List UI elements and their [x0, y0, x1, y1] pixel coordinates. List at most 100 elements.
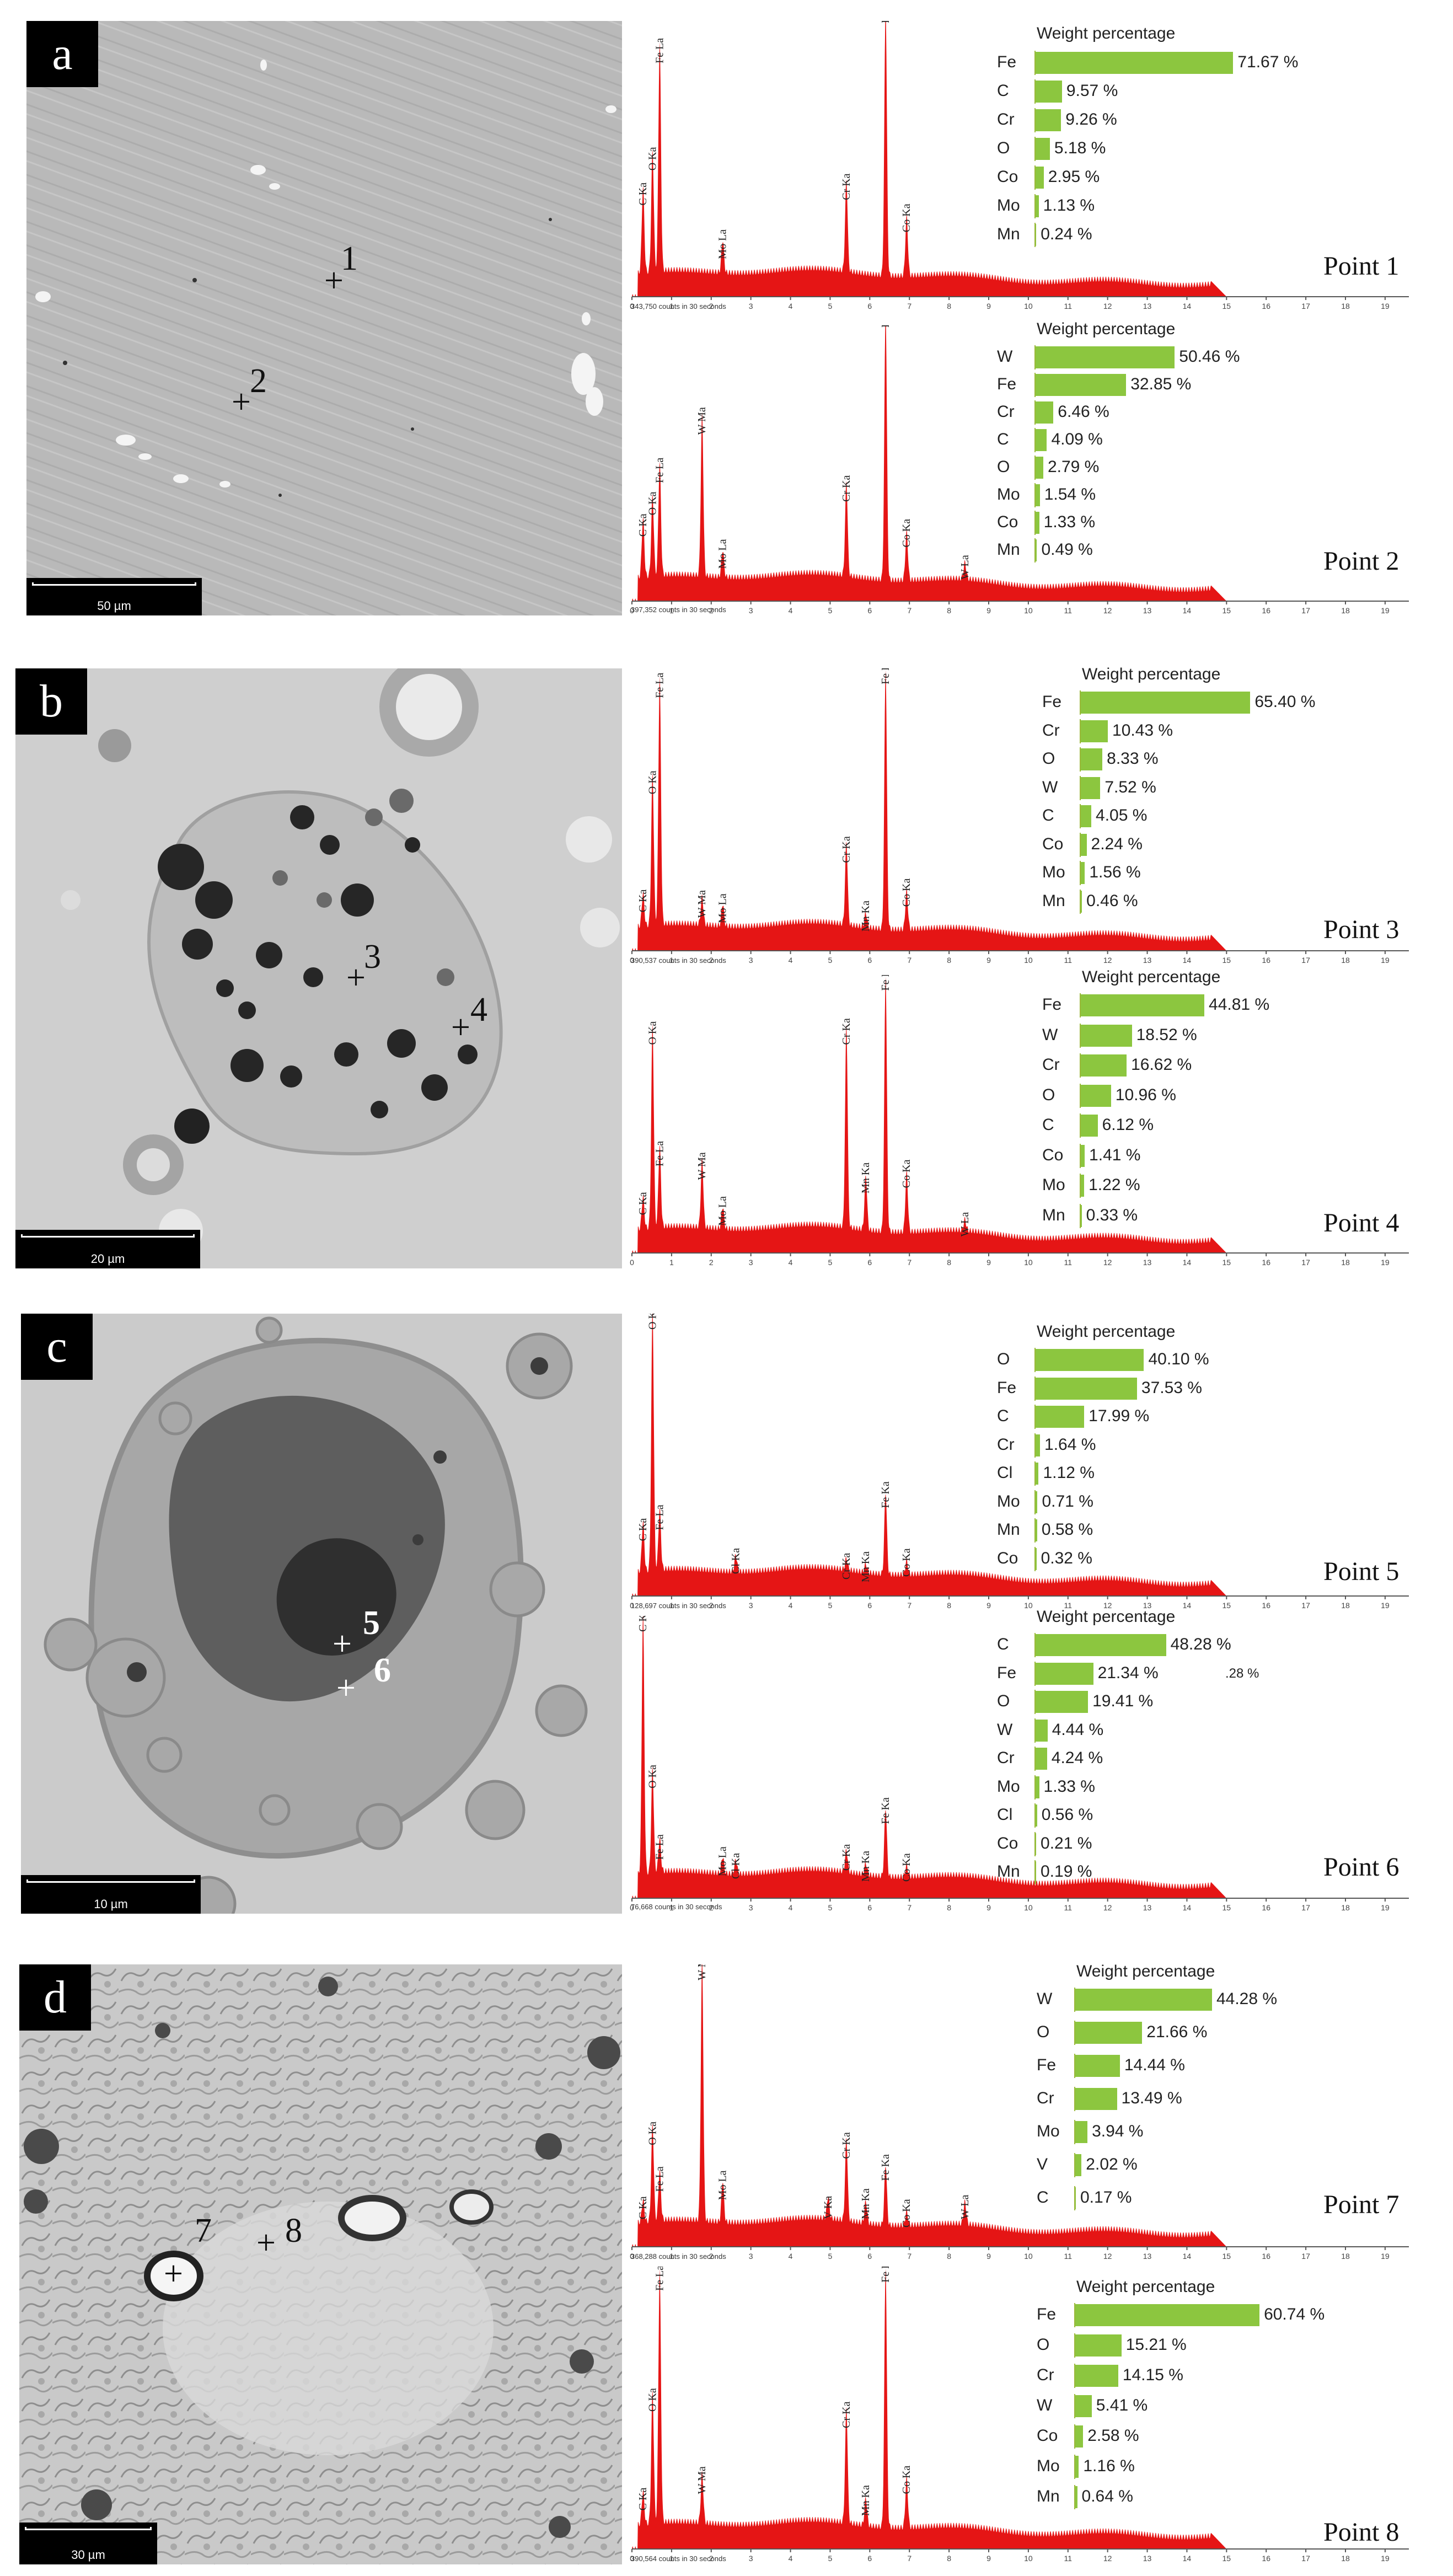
element-symbol: Mn: [997, 1862, 1020, 1881]
spectrum-point-5: 0 1 2 3 4 5 6 7 8 9 10 11 12 13 14 15 16 17 18 19 C Ka O Ka Fe…: [629, 1314, 1439, 1611]
weight-bar: [1036, 1804, 1037, 1827]
spectrum-tick-label: 19: [1381, 1903, 1390, 1912]
stray-value-label: .28 %: [1225, 1666, 1259, 1681]
spectrum-tick-label: 19: [1381, 2252, 1390, 2261]
peak-label: W Ma: [696, 1964, 708, 1980]
spectrum-tick-label: 11: [1064, 1258, 1072, 1267]
scale-bar-c-label: 10 µm: [94, 1897, 128, 1911]
marker-3-label: 3: [364, 938, 381, 976]
spectrum-tick-label: 6: [867, 606, 872, 615]
bar-axis: [1034, 51, 1036, 75]
spectrum-tick-label: 14: [1183, 2252, 1192, 2261]
weight-bar: [1081, 1054, 1127, 1077]
peak-label: Co Ka: [900, 1548, 913, 1577]
spectrum-tick-label: 5: [828, 606, 833, 615]
peak-label: V Ka: [822, 2196, 834, 2220]
weight-value: 8.33 %: [1107, 749, 1159, 768]
weight-bar: [1081, 692, 1251, 714]
weight-value: 0.46 %: [1086, 891, 1138, 910]
element-symbol: C: [997, 82, 1009, 100]
spectrum-tick-label: 15: [1223, 1258, 1231, 1267]
weight-value: 18.52 %: [1136, 1025, 1197, 1044]
point-8-label: Point 8: [1323, 2518, 1400, 2547]
peak-label: C Ka: [637, 889, 649, 912]
sem-texture-a: [26, 21, 622, 615]
spectrum-tick-label: 0: [630, 1903, 634, 1912]
weight-value: 37.53 %: [1141, 1378, 1202, 1397]
weight-value: 4.24 %: [1051, 1749, 1103, 1767]
point-6-label: Point 6: [1323, 1852, 1400, 1882]
bar-axis: [1034, 137, 1036, 161]
counts-point-2: 397,352 counts in 30 seconds: [631, 606, 726, 614]
weight-value: 2.02 %: [1086, 2155, 1138, 2173]
element-symbol: Mo: [997, 196, 1020, 215]
weight-bar: [1075, 2055, 1120, 2077]
spectrum-tick-label: 9: [986, 2252, 991, 2261]
spectrum-tick-label: 6: [867, 1903, 872, 1912]
weight-bar: [1036, 1377, 1137, 1400]
bar-axis: [1080, 993, 1081, 1017]
spectrum-tick-label: 12: [1103, 302, 1112, 310]
bar-axis: [1034, 1747, 1036, 1771]
point-4-label: Point 4: [1323, 1208, 1400, 1238]
peak-label: Fe Ka: [880, 2154, 892, 2181]
spectrum-tick-label: 4: [789, 1601, 793, 1610]
element-symbol: Fe: [1037, 2056, 1057, 2074]
weight-bar: [1036, 429, 1047, 451]
weight-value: 2.58 %: [1087, 2427, 1139, 2445]
weight-bar: [1075, 2304, 1260, 2326]
marker-4: +: [451, 1009, 470, 1046]
bar-axis: [1034, 1860, 1036, 1884]
weight-value: 5.41 %: [1096, 2396, 1148, 2414]
bar-axis: [1034, 373, 1036, 397]
point-5-label: Point 5: [1323, 1557, 1400, 1586]
peak-label: C Ka: [637, 2196, 649, 2219]
element-symbol: O: [1042, 749, 1055, 768]
scale-bar-a: 50 µm: [26, 578, 202, 615]
element-symbol: Fe: [1042, 693, 1062, 711]
weight-bar: [1036, 52, 1234, 74]
weight-table-point-6: Weight percentage C 48.28 % Fe 21.34 % O 19.4…: [997, 1608, 1383, 1894]
panel-letter-d: d: [19, 1964, 91, 2031]
bar-axis: [1034, 538, 1036, 563]
weight-bar: [1036, 1776, 1039, 1798]
bar-axis: [1034, 1433, 1036, 1458]
weight-title: Weight percentage: [1037, 1608, 1176, 1626]
weight-value: 0.64 %: [1081, 2487, 1133, 2505]
marker-2-label: 2: [250, 362, 267, 400]
peak-label: Mn Ka: [860, 1163, 872, 1193]
spectrum-tick-label: 19: [1381, 606, 1390, 615]
spectrum-tick-label: 9: [986, 2554, 991, 2563]
weight-value: 17.99 %: [1089, 1407, 1150, 1425]
spectrum-tick-label: 3: [749, 1258, 753, 1267]
spectrum-tick-label: 19: [1381, 956, 1390, 965]
weight-bar: [1075, 2022, 1143, 2044]
spectrum-tick-label: 16: [1262, 2554, 1270, 2563]
weight-bar: [1036, 1519, 1037, 1541]
peak-label: Cr Ka: [840, 836, 853, 863]
spectrum-tick-label: 6: [867, 1258, 872, 1267]
spectrum-tick-label: 19: [1381, 1258, 1390, 1267]
spectrum-tick-label: 7: [907, 302, 912, 310]
peak-label: Co Ka: [900, 519, 913, 548]
element-symbol: O: [1042, 1085, 1055, 1104]
spectrum-tick-label: 1: [669, 2554, 674, 2563]
bar-axis: [1074, 2153, 1075, 2177]
spectrum-tick-label: 2: [709, 1258, 714, 1267]
spectrum-tick-label: 2: [709, 606, 714, 615]
scale-bar-d-label: 30 µm: [71, 2548, 105, 2562]
weight-value: 0.24 %: [1041, 225, 1092, 243]
weight-bar: [1036, 1434, 1041, 1456]
spectrum-tick-label: 13: [1143, 956, 1152, 965]
weight-title: Weight percentage: [1082, 665, 1221, 683]
weight-value: 0.21 %: [1041, 1834, 1092, 1852]
element-symbol: O: [997, 139, 1010, 157]
spectrum-tick-label: 14: [1183, 302, 1192, 310]
spectrum-tick-label: 9: [986, 1601, 991, 1610]
panel-row-d: d + 7 + 8 30 µm 0 1 2 3 4 5 6 7 8 9 10 11 12 13 14 15 16…: [0, 1958, 1453, 2576]
bar-axis: [1080, 1083, 1081, 1108]
weight-bar: [1036, 1463, 1039, 1485]
peak-label: Mo La: [717, 1196, 729, 1226]
element-symbol: Fe: [997, 1663, 1017, 1682]
weight-value: 2.79 %: [1047, 458, 1100, 476]
